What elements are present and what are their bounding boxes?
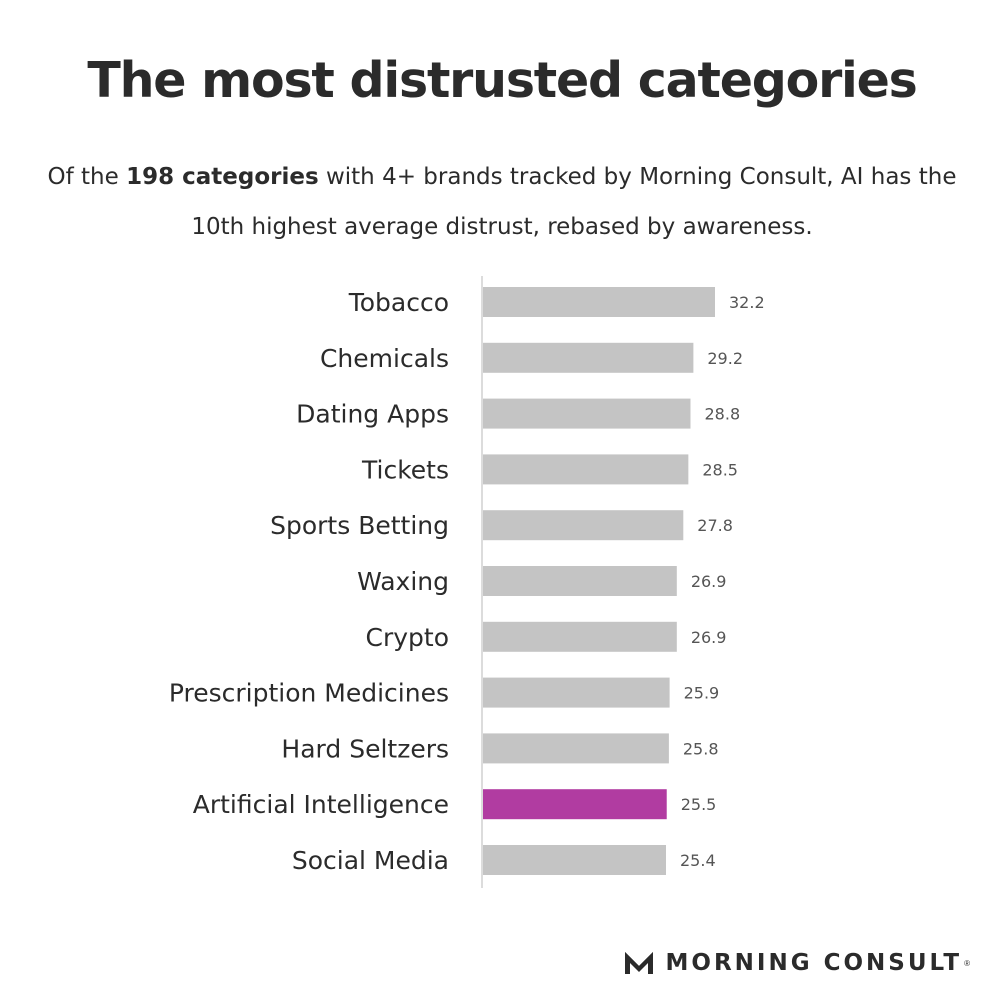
bar: [483, 342, 694, 373]
value-label: 25.4: [680, 851, 716, 870]
category-label: Prescription Medicines: [169, 679, 449, 708]
category-label: Sports Betting: [270, 511, 449, 540]
value-label: 29.2: [707, 349, 743, 368]
category-label: Social Media: [292, 846, 449, 875]
bar: [483, 845, 667, 875]
bar: [483, 566, 677, 596]
bar: [483, 510, 684, 541]
chart-subtitle: Of the 198 categories with 4+ brands tra…: [40, 152, 964, 252]
chart-title: The most distrusted categories: [87, 52, 918, 109]
bars-layer: Tobacco 32.2 Chemicals 29.2 Dating Apps 28.8 T…: [169, 287, 765, 875]
brand-footer: MORNING CONSULT ®: [624, 945, 970, 981]
bar: [483, 454, 689, 485]
registered-mark: ®: [964, 958, 970, 968]
value-label: 28.5: [702, 460, 738, 479]
category-label: Chemicals: [320, 344, 449, 373]
value-label: 26.9: [691, 628, 727, 647]
bar: [483, 398, 691, 429]
bar: [483, 733, 669, 764]
category-label: Hard Seltzers: [281, 734, 449, 763]
category-label: Artificial Intelligence: [193, 790, 449, 819]
subtitle-highlight: 198 categories: [126, 164, 319, 190]
bar: [483, 677, 670, 708]
category-label: Tickets: [361, 455, 449, 484]
value-label: 25.9: [684, 684, 720, 703]
brand-name: MORNING CONSULT: [665, 950, 963, 976]
bar: [483, 621, 677, 652]
value-label: 25.5: [681, 795, 717, 814]
subtitle-text-end: with 4+ brands tracked by Morning Consul…: [191, 164, 957, 240]
value-label: 28.8: [705, 405, 741, 424]
value-label: 32.2: [729, 293, 765, 312]
category-label: Tobacco: [348, 288, 449, 317]
highlighted-bar: [483, 789, 667, 820]
category-label: Waxing: [357, 567, 449, 596]
bar: [483, 287, 715, 317]
value-label: 26.9: [691, 572, 727, 591]
category-label: Dating Apps: [296, 400, 449, 429]
value-label: 25.8: [683, 739, 719, 758]
subtitle-text-start: Of the: [47, 164, 127, 190]
morning-consult-logo-icon: [624, 952, 653, 974]
value-label: 27.8: [697, 516, 733, 535]
category-label: Crypto: [366, 623, 450, 652]
